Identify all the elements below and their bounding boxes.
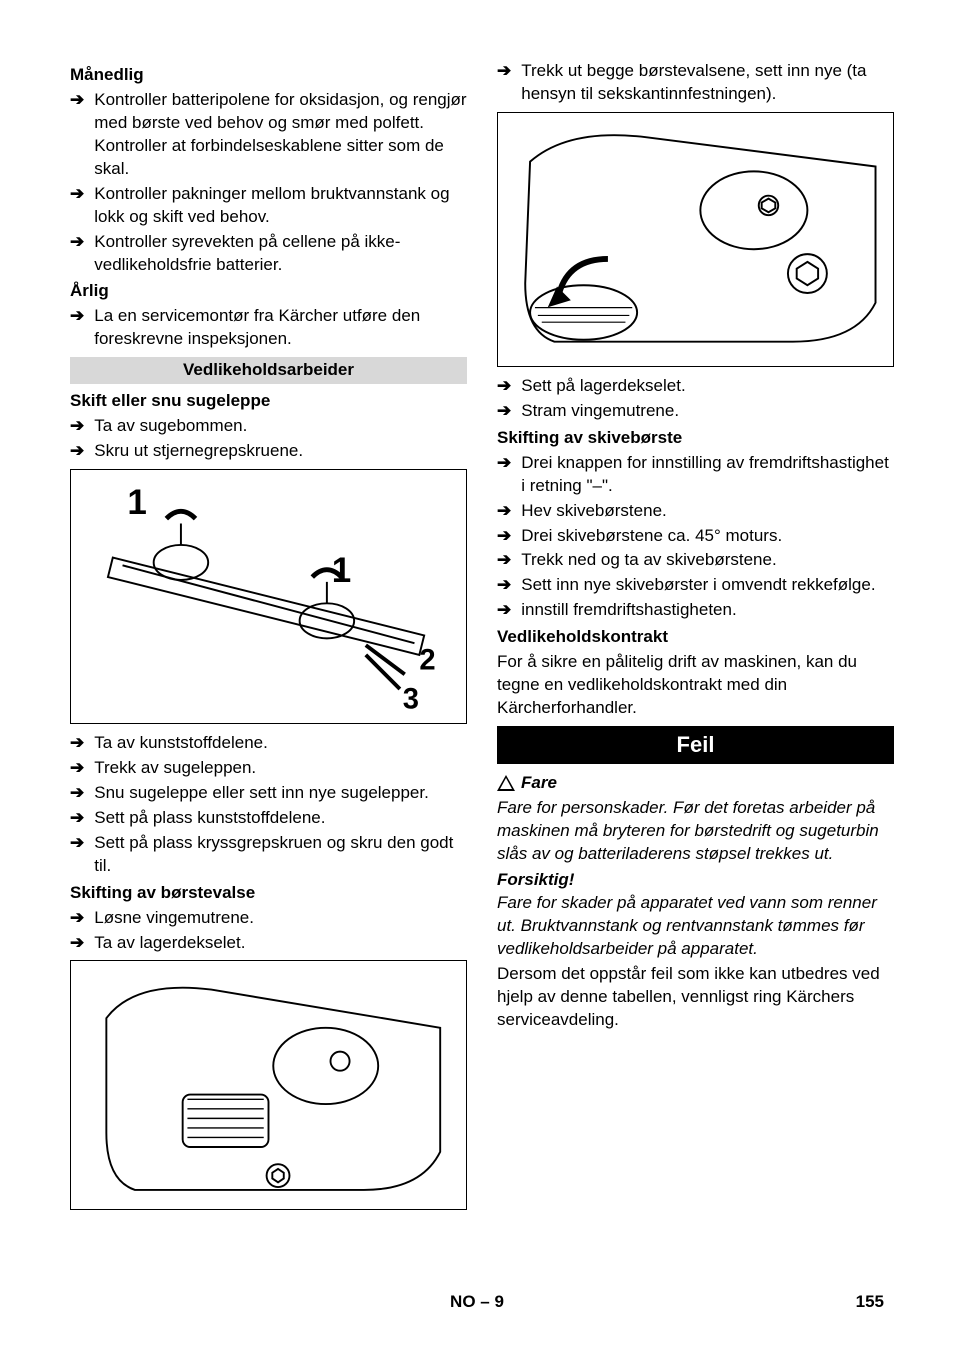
paragraph: Dersom det oppstår feil som ikke kan utb…: [497, 963, 894, 1032]
list-item: ➔Snu sugeleppe eller sett inn nye sugele…: [70, 782, 467, 805]
list-item: ➔Kontroller syrevekten på cellene på ikk…: [70, 231, 467, 277]
forsiktig-text: Fare for skader på apparatet ved vann so…: [497, 892, 894, 961]
list-item: ➔Trekk ut begge børstevalsene, sett inn …: [497, 60, 894, 106]
arrow-icon: ➔: [70, 907, 84, 930]
arrow-icon: ➔: [70, 183, 84, 206]
arrow-icon: ➔: [70, 782, 84, 805]
list-item: ➔Stram vingemutrene.: [497, 400, 894, 423]
figure-label: 3: [403, 683, 419, 715]
arrow-icon: ➔: [70, 440, 84, 463]
figure-label: 2: [419, 644, 435, 676]
heading-yearly: Årlig: [70, 280, 467, 303]
arrow-icon: ➔: [70, 89, 84, 112]
arrow-icon: ➔: [70, 932, 84, 955]
heading-borstevalse: Skifting av børstevalse: [70, 882, 467, 905]
left-column: Månedlig ➔Kontroller batteripolene for o…: [70, 60, 467, 1218]
warning-heading: Fare: [497, 772, 894, 795]
fare-label: Fare: [521, 772, 557, 795]
arrow-icon: ➔: [497, 375, 511, 398]
figure-borstevalse: [70, 960, 467, 1210]
arrow-icon: ➔: [497, 60, 511, 83]
list-item: ➔Hev skivebørstene.: [497, 500, 894, 523]
list-item: ➔Sett på plass kryssgrepskruen og skru d…: [70, 832, 467, 878]
list-item: ➔Ta av lagerdekselet.: [70, 932, 467, 955]
list-item: ➔Sett på lagerdekselet.: [497, 375, 894, 398]
arrow-icon: ➔: [70, 807, 84, 830]
heading-kontrakt: Vedlikeholdskontrakt: [497, 626, 894, 649]
list-item: ➔Drei knappen for innstilling av fremdri…: [497, 452, 894, 498]
figure-label: 1: [332, 551, 351, 590]
page-number: 155: [856, 1291, 884, 1314]
heading-skiveborste: Skifting av skivebørste: [497, 427, 894, 450]
list-item: ➔Ta av kunststoffdelene.: [70, 732, 467, 755]
list-item: ➔Kontroller batteripolene for oksidasjon…: [70, 89, 467, 181]
arrow-icon: ➔: [497, 525, 511, 548]
arrow-icon: ➔: [70, 832, 84, 855]
list-item: ➔Sett på plass kunststoffdelene.: [70, 807, 467, 830]
list-item: ➔Drei skivebørstene ca. 45° moturs.: [497, 525, 894, 548]
list-item: ➔Ta av sugebommen.: [70, 415, 467, 438]
arrow-icon: ➔: [497, 574, 511, 597]
forsiktig-label: Forsiktig!: [497, 869, 894, 892]
heading-skift: Skift eller snu sugeleppe: [70, 390, 467, 413]
arrow-icon: ➔: [497, 500, 511, 523]
list-item: ➔innstill fremdriftshastigheten.: [497, 599, 894, 622]
diagram-icon: [71, 961, 466, 1209]
section-bar-feil: Feil: [497, 726, 894, 764]
list-item: ➔Sett inn nye skivebørster i omvendt rek…: [497, 574, 894, 597]
arrow-icon: ➔: [70, 757, 84, 780]
heading-monthly: Månedlig: [70, 64, 467, 87]
diagram-icon: [498, 113, 893, 366]
figure-sugeleppe: 1 1 2 3: [70, 469, 467, 724]
list-item: ➔La en servicemontør fra Kärcher utføre …: [70, 305, 467, 351]
list-item: ➔Trekk ned og ta av skivebørstene.: [497, 549, 894, 572]
list-item: ➔Løsne vingemutrene.: [70, 907, 467, 930]
arrow-icon: ➔: [497, 452, 511, 475]
section-bar-maintenance: Vedlikeholdsarbeider: [70, 357, 467, 384]
arrow-icon: ➔: [497, 400, 511, 423]
arrow-icon: ➔: [70, 732, 84, 755]
list-item: ➔Trekk av sugeleppen.: [70, 757, 467, 780]
figure-label: 1: [127, 483, 146, 522]
figure-borstevalse-insert: [497, 112, 894, 367]
paragraph: For å sikre en pålitelig drift av maskin…: [497, 651, 894, 720]
page-footer: NO – 9: [0, 1291, 954, 1314]
arrow-icon: ➔: [70, 305, 84, 328]
list-item: ➔Skru ut stjernegrepskruene.: [70, 440, 467, 463]
diagram-icon: 1 1 2 3: [71, 470, 466, 723]
warning-triangle-icon: [497, 775, 515, 791]
list-item: ➔Kontroller pakninger mellom bruktvannst…: [70, 183, 467, 229]
right-column: ➔Trekk ut begge børstevalsene, sett inn …: [497, 60, 894, 1218]
arrow-icon: ➔: [70, 231, 84, 254]
arrow-icon: ➔: [497, 599, 511, 622]
arrow-icon: ➔: [497, 549, 511, 572]
arrow-icon: ➔: [70, 415, 84, 438]
fare-text: Fare for personskader. Før det foretas a…: [497, 797, 894, 866]
